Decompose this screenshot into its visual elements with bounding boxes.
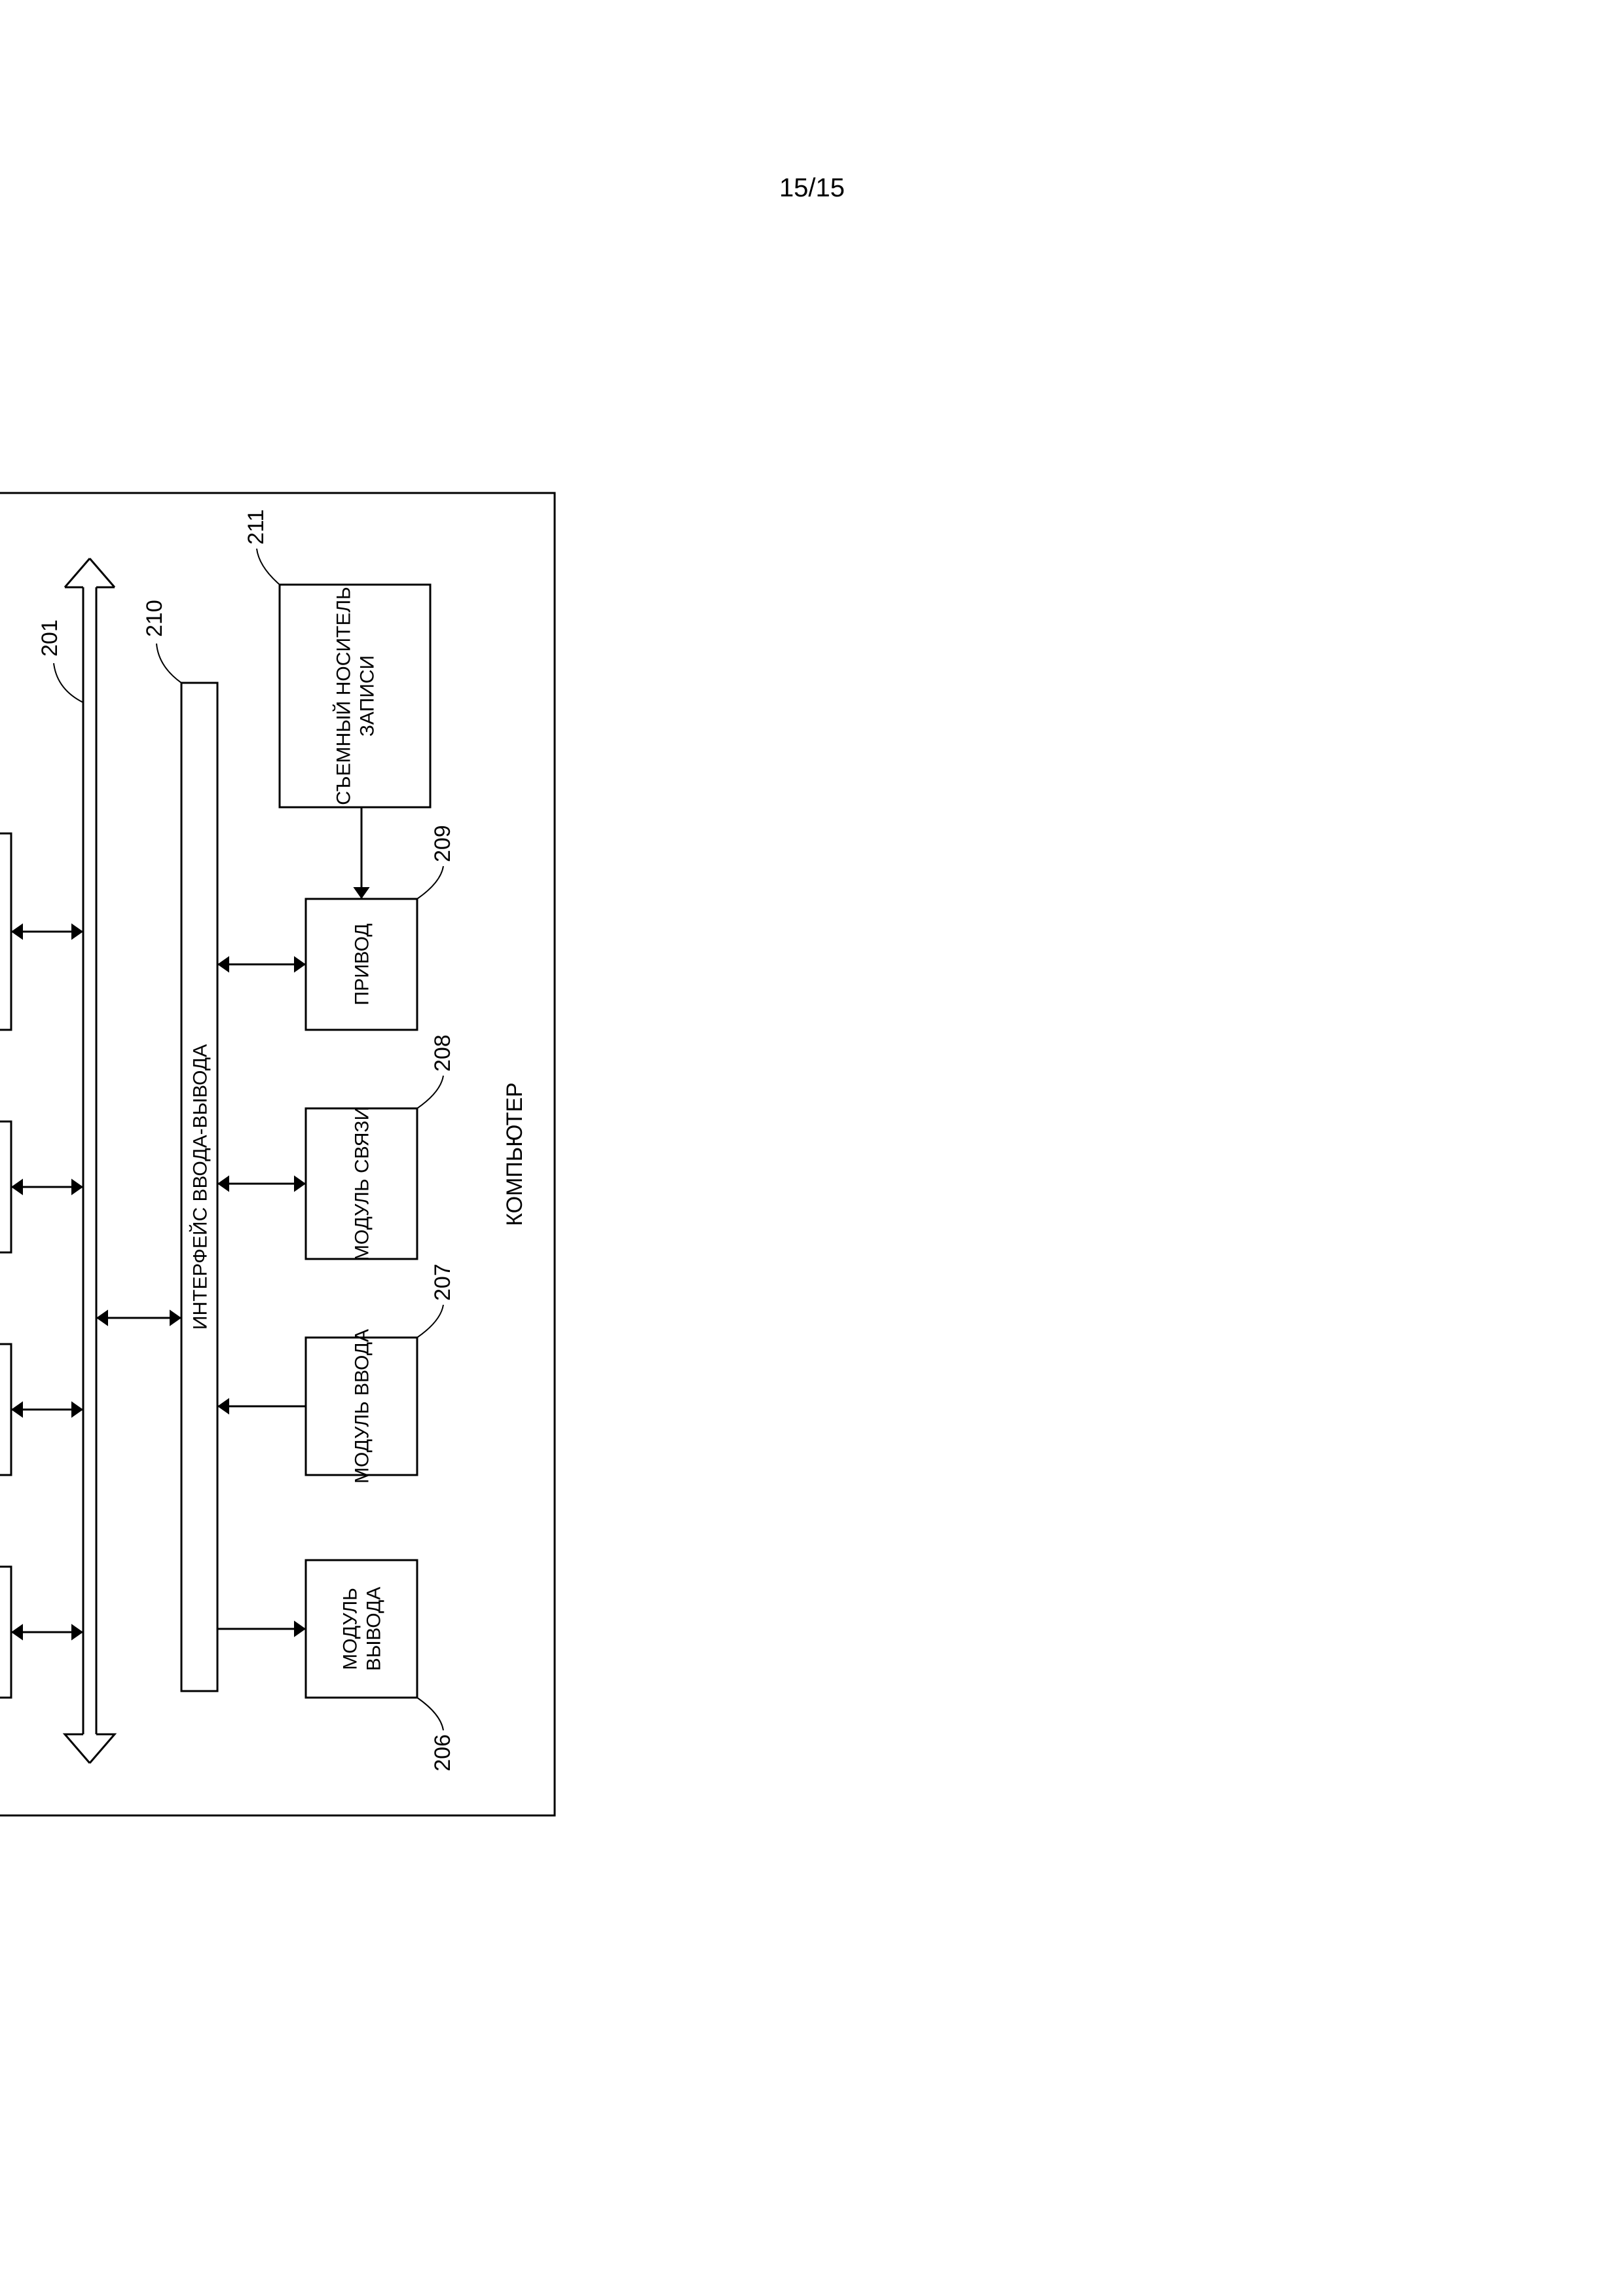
block-drive: ПРИВОД bbox=[306, 899, 417, 1030]
caption: КОМПЬЮТЕР bbox=[502, 1082, 527, 1226]
io-interface-label: ИНТЕРФЕЙС ВВОДА-ВЫВОДА bbox=[189, 1044, 212, 1330]
io-interface-ref-leader: 210 bbox=[142, 600, 181, 683]
block-input: МОДУЛЬ ВВОДА bbox=[306, 1329, 417, 1484]
block-output: МОДУЛЬВЫВОДА bbox=[306, 1560, 417, 1698]
svg-text:МОДУЛЬ ВВОДА: МОДУЛЬ ВВОДА bbox=[352, 1329, 373, 1484]
svg-text:210: 210 bbox=[142, 600, 167, 637]
svg-text:МОДУЛЬ: МОДУЛЬ bbox=[340, 1588, 361, 1670]
block-comm: МОДУЛЬ СВЯЗИ bbox=[306, 1106, 417, 1261]
system-bus bbox=[65, 558, 115, 1763]
svg-text:207: 207 bbox=[430, 1264, 455, 1301]
svg-text:201: 201 bbox=[37, 619, 62, 657]
svg-text:ПРИВОД: ПРИВОД bbox=[352, 923, 373, 1005]
bus-interface-connector bbox=[96, 1309, 181, 1326]
block-cpu: CPU bbox=[0, 1567, 11, 1698]
svg-text:209: 209 bbox=[430, 825, 455, 862]
svg-text:ВЫВОДА: ВЫВОДА bbox=[363, 1587, 385, 1671]
svg-text:СЪЕМНЫЙ НОСИТЕЛЬ: СЪЕМНЫЙ НОСИТЕЛЬ bbox=[333, 587, 355, 805]
svg-text:МОДУЛЬ СВЯЗИ: МОДУЛЬ СВЯЗИ bbox=[352, 1106, 373, 1261]
svg-text:206: 206 bbox=[430, 1734, 455, 1772]
svg-text:208: 208 bbox=[430, 1034, 455, 1072]
bus-ref-leader: 201 bbox=[37, 619, 83, 702]
block-ram: RAM bbox=[0, 1121, 11, 1252]
svg-text:ЗАПИСИ: ЗАПИСИ bbox=[357, 655, 378, 737]
block-removable: СЪЕМНЫЙ НОСИТЕЛЬЗАПИСИ bbox=[280, 585, 430, 807]
svg-text:211: 211 bbox=[244, 509, 268, 545]
block-hdd: ЖЕСТКИЙ ДИСК bbox=[0, 833, 11, 1030]
page-number: 15/15 bbox=[779, 173, 845, 202]
block-rom: ROM bbox=[0, 1344, 11, 1475]
